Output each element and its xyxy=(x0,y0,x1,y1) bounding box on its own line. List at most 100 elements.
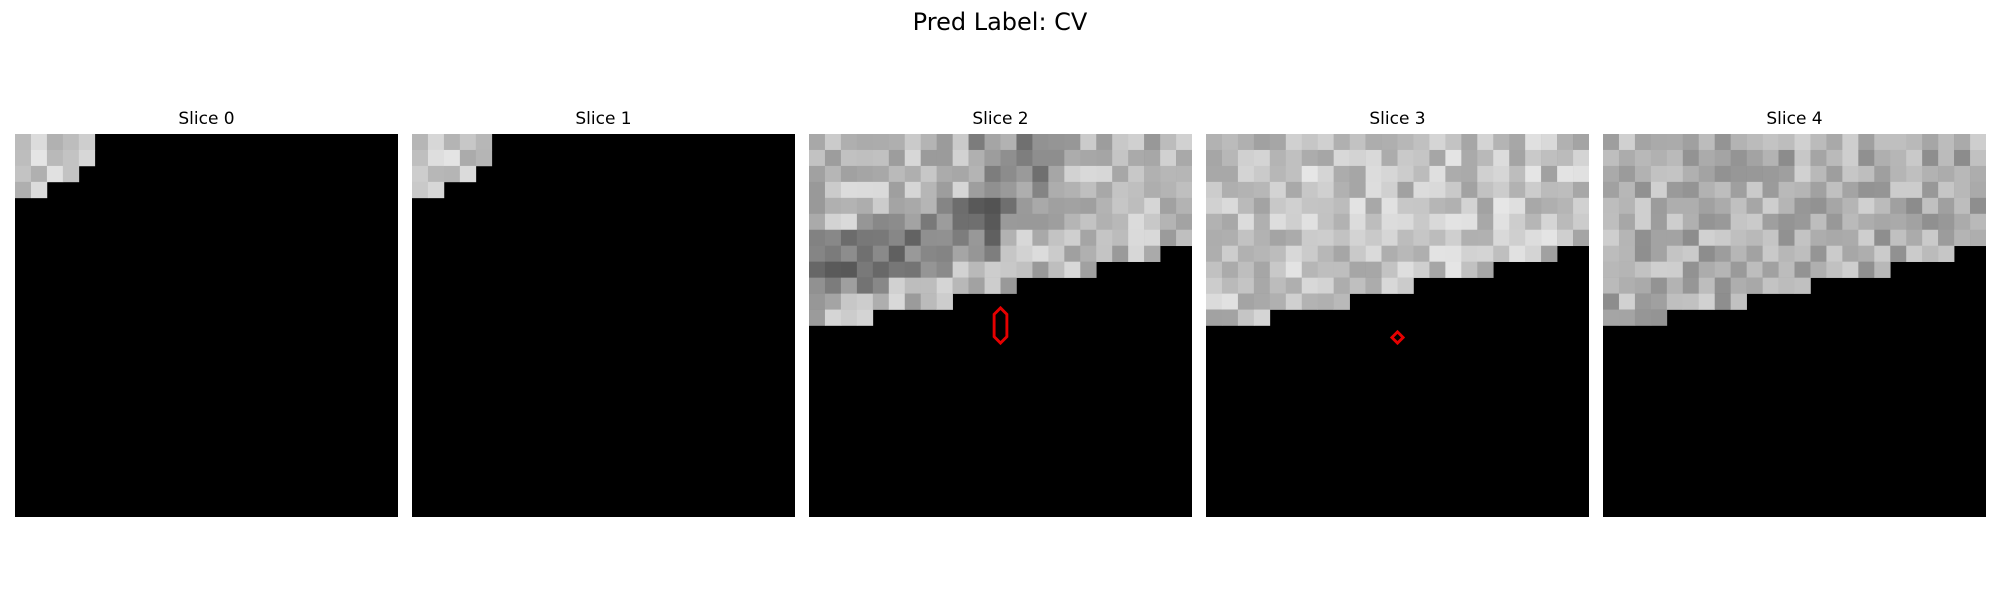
image-pixel xyxy=(1634,245,1652,262)
image-pixel xyxy=(475,134,493,151)
image-pixel xyxy=(1922,213,1939,231)
image-pixel xyxy=(1682,213,1700,231)
image-pixel xyxy=(1285,293,1303,310)
image-pixel xyxy=(840,165,858,183)
image-pixel xyxy=(1016,134,1033,151)
image-pixel xyxy=(872,149,890,167)
image-pixel xyxy=(1682,293,1700,310)
image-pixel xyxy=(1160,134,1177,151)
image-pixel xyxy=(1144,229,1161,247)
image-pixel xyxy=(412,134,429,151)
image-pixel xyxy=(1954,213,1971,231)
image-pixel xyxy=(840,181,858,199)
image-pixel xyxy=(30,165,48,183)
image-pixel xyxy=(1000,229,1017,247)
image-pixel xyxy=(1080,165,1097,183)
image-pixel xyxy=(1826,181,1843,199)
image-pixel xyxy=(1762,165,1779,183)
image-pixel xyxy=(1714,277,1731,294)
image-pixel xyxy=(1206,293,1223,310)
image-pixel xyxy=(1365,149,1382,167)
image-pixel xyxy=(1285,245,1303,262)
image-pixel xyxy=(1461,197,1478,215)
image-pixel xyxy=(984,165,1001,183)
image-pixel xyxy=(1970,213,1986,231)
image-pixel xyxy=(1253,181,1271,199)
image-pixel xyxy=(1176,165,1192,183)
image-pixel xyxy=(1650,261,1668,278)
image-pixel xyxy=(1112,165,1129,183)
image-pixel xyxy=(1890,134,1907,151)
image-pixel xyxy=(1858,134,1875,151)
image-pixel xyxy=(1842,197,1859,215)
image-pixel xyxy=(1128,134,1145,151)
image-pixel xyxy=(1698,261,1716,278)
image-pixel xyxy=(1301,134,1319,151)
image-pixel xyxy=(856,197,874,215)
image-pixel xyxy=(1048,213,1065,231)
image-pixel xyxy=(443,149,461,167)
image-pixel xyxy=(1938,134,1955,151)
image-pixel xyxy=(1906,229,1923,247)
image-pixel xyxy=(1557,165,1574,183)
image-pixel xyxy=(1397,229,1414,247)
slice-image xyxy=(15,134,398,517)
image-pixel xyxy=(904,261,922,278)
image-pixel xyxy=(30,134,48,151)
image-pixel xyxy=(1096,149,1113,167)
image-pixel xyxy=(824,309,842,326)
image-pixel xyxy=(1206,213,1223,231)
image-pixel xyxy=(1429,245,1446,262)
image-pixel xyxy=(904,149,922,167)
image-pixel xyxy=(968,149,985,167)
image-pixel xyxy=(1938,149,1955,167)
image-pixel xyxy=(1618,261,1636,278)
image-pixel xyxy=(936,197,953,215)
image-pixel xyxy=(809,293,826,310)
image-pixel xyxy=(904,277,922,294)
image-pixel xyxy=(1413,261,1430,278)
image-pixel xyxy=(1445,213,1462,231)
image-pixel xyxy=(1746,229,1763,247)
image-pixel xyxy=(1445,134,1462,151)
image-pixel xyxy=(1301,277,1319,294)
image-pixel xyxy=(1714,134,1731,151)
image-pixel xyxy=(1237,197,1255,215)
image-pixel xyxy=(1525,197,1542,215)
image-pixel xyxy=(856,213,874,231)
image-pixel xyxy=(888,261,906,278)
image-pixel xyxy=(1461,213,1478,231)
image-pixel xyxy=(1922,149,1939,167)
image-pixel xyxy=(840,134,858,151)
image-pixel xyxy=(46,149,64,167)
image-pixel xyxy=(984,245,1001,262)
image-pixel xyxy=(1128,213,1145,231)
image-pixel xyxy=(1176,197,1192,215)
image-pixel xyxy=(1285,165,1303,183)
image-pixel xyxy=(904,181,922,199)
image-pixel xyxy=(1381,149,1398,167)
image-pixel xyxy=(840,197,858,215)
image-pixel xyxy=(1603,134,1620,151)
image-pixel xyxy=(1429,213,1446,231)
image-pixel xyxy=(1826,229,1843,247)
image-pixel xyxy=(1954,229,1971,247)
image-pixel xyxy=(1794,149,1811,167)
image-pixel xyxy=(1016,181,1033,199)
image-pixel xyxy=(1682,197,1700,215)
image-pixel xyxy=(1032,197,1049,215)
image-pixel xyxy=(1573,149,1589,167)
image-pixel xyxy=(1237,134,1255,151)
image-pixel xyxy=(1762,181,1779,199)
image-pixel xyxy=(1858,245,1875,262)
image-pixel xyxy=(936,229,953,247)
image-pixel xyxy=(1890,245,1907,262)
image-pixel xyxy=(1269,197,1287,215)
slice-image xyxy=(412,134,795,517)
image-pixel xyxy=(1333,277,1350,294)
image-pixel xyxy=(809,197,826,215)
slice-title: Slice 0 xyxy=(178,109,235,129)
image-pixel xyxy=(904,197,922,215)
image-pixel xyxy=(1349,261,1366,278)
image-pixel xyxy=(1794,277,1811,294)
